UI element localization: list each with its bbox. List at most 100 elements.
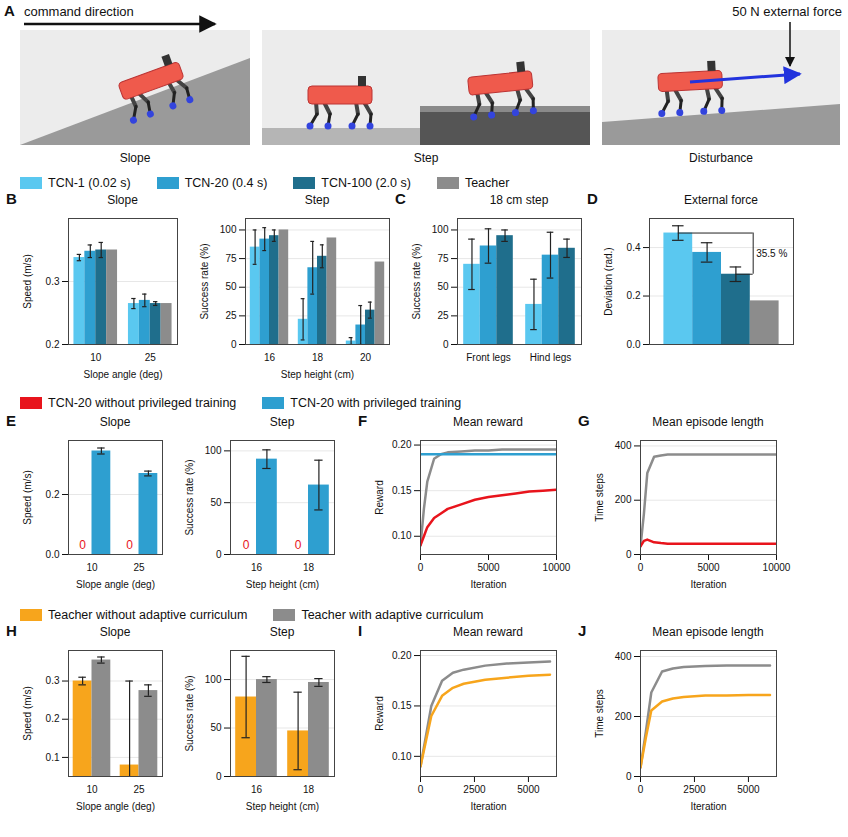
svg-text:25: 25 [437, 310, 449, 321]
svg-text:100: 100 [205, 674, 222, 685]
svg-text:0.20: 0.20 [392, 650, 412, 661]
svg-text:5000: 5000 [697, 562, 720, 573]
svg-text:0: 0 [216, 771, 222, 782]
svg-text:Iteration: Iteration [690, 579, 726, 590]
svg-text:Success rate (%): Success rate (%) [411, 243, 422, 319]
svg-text:Time steps: Time steps [594, 473, 605, 522]
svg-text:10000: 10000 [763, 562, 791, 573]
svg-text:0: 0 [295, 538, 302, 552]
svg-text:0.2: 0.2 [46, 713, 60, 724]
svg-text:0: 0 [626, 549, 632, 560]
svg-text:0.20: 0.20 [392, 439, 412, 450]
svg-text:0: 0 [243, 538, 250, 552]
svg-text:0.10: 0.10 [392, 530, 412, 541]
svg-text:25: 25 [225, 310, 237, 321]
svg-text:0: 0 [638, 562, 644, 573]
svg-text:A: A [4, 2, 15, 19]
svg-text:Slope angle (deg): Slope angle (deg) [84, 369, 163, 380]
svg-text:0.3: 0.3 [46, 675, 60, 686]
svg-text:10: 10 [90, 352, 102, 363]
svg-text:50: 50 [225, 281, 237, 292]
svg-text:Slope angle (deg): Slope angle (deg) [76, 801, 155, 812]
svg-text:Step height (cm): Step height (cm) [281, 369, 354, 380]
svg-text:75: 75 [437, 253, 449, 264]
svg-text:10000: 10000 [543, 562, 571, 573]
svg-text:0.4: 0.4 [627, 242, 641, 253]
svg-text:Success rate (%): Success rate (%) [199, 243, 210, 319]
svg-text:0.2: 0.2 [46, 489, 60, 500]
svg-text:16: 16 [251, 784, 263, 795]
html-text:TCN-1 (0.02 s): TCN-1 (0.02 s) [48, 176, 131, 190]
svg-text:0: 0 [126, 538, 133, 552]
svg-text:50: 50 [210, 497, 222, 508]
svg-text:0.10: 0.10 [392, 751, 412, 762]
svg-text:Iteration: Iteration [690, 801, 726, 812]
svg-text:100: 100 [432, 224, 449, 235]
svg-text:0.15: 0.15 [392, 485, 412, 496]
svg-text:Reward: Reward [374, 480, 385, 514]
svg-text:2500: 2500 [463, 784, 486, 795]
svg-text:200: 200 [615, 494, 632, 505]
svg-text:16: 16 [251, 562, 263, 573]
svg-text:Iteration: Iteration [470, 579, 506, 590]
svg-text:25: 25 [133, 562, 145, 573]
svg-text:5000: 5000 [737, 784, 760, 795]
svg-text:50: 50 [437, 281, 449, 292]
svg-text:400: 400 [615, 651, 632, 662]
svg-text:Slope: Slope [120, 151, 151, 165]
svg-text:Slope angle (deg): Slope angle (deg) [76, 579, 155, 590]
svg-text:18: 18 [303, 784, 315, 795]
svg-text:0.1: 0.1 [46, 752, 60, 763]
svg-text:200: 200 [615, 711, 632, 722]
svg-text:16: 16 [264, 352, 276, 363]
svg-text:0: 0 [443, 339, 449, 350]
svg-text:35.5 %: 35.5 % [756, 248, 787, 259]
svg-text:0.15: 0.15 [392, 700, 412, 711]
html-text:TCN-20 (0.4 s): TCN-20 (0.4 s) [184, 176, 268, 190]
svg-text:0.0: 0.0 [46, 549, 60, 560]
svg-text:command direction: command direction [24, 4, 134, 19]
svg-text:0.2: 0.2 [627, 290, 641, 301]
svg-text:Step: Step [414, 151, 439, 165]
svg-text:Step height (cm): Step height (cm) [246, 579, 319, 590]
svg-text:Iteration: Iteration [470, 801, 506, 812]
svg-text:0: 0 [418, 562, 424, 573]
svg-text:0.0: 0.0 [627, 339, 641, 350]
svg-text:20: 20 [360, 352, 372, 363]
svg-text:0.3: 0.3 [46, 276, 60, 287]
svg-text:Deviation (rad.): Deviation (rad.) [603, 247, 614, 315]
svg-text:0: 0 [638, 784, 644, 795]
svg-text:2500: 2500 [683, 784, 706, 795]
svg-text:Success rate (%): Success rate (%) [184, 459, 195, 535]
svg-text:0: 0 [216, 549, 222, 560]
svg-text:18: 18 [312, 352, 324, 363]
svg-text:50 N external force: 50 N external force [732, 4, 842, 19]
svg-text:25: 25 [133, 784, 145, 795]
svg-text:Hind legs: Hind legs [530, 352, 572, 363]
svg-text:Time steps: Time steps [594, 689, 605, 738]
svg-text:Success rate (%): Success rate (%) [184, 675, 195, 751]
svg-text:0: 0 [418, 784, 424, 795]
svg-text:5000: 5000 [477, 562, 500, 573]
svg-text:5000: 5000 [517, 784, 540, 795]
svg-text:100: 100 [205, 445, 222, 456]
svg-text:0: 0 [231, 339, 237, 350]
svg-text:75: 75 [225, 253, 237, 264]
svg-text:Speed (m/s): Speed (m/s) [22, 470, 33, 524]
svg-text:25: 25 [145, 352, 157, 363]
svg-text:0: 0 [626, 771, 632, 782]
svg-text:Step height (cm): Step height (cm) [246, 801, 319, 812]
svg-text:0.2: 0.2 [46, 339, 60, 350]
svg-text:18: 18 [303, 562, 315, 573]
svg-text:Speed (m/s): Speed (m/s) [22, 254, 33, 308]
svg-text:10: 10 [86, 784, 98, 795]
svg-text:0: 0 [79, 538, 86, 552]
svg-text:50: 50 [210, 722, 222, 733]
svg-text:Front legs: Front legs [466, 352, 510, 363]
svg-text:Disturbance: Disturbance [689, 151, 753, 165]
svg-text:400: 400 [615, 440, 632, 451]
svg-text:Speed (m/s): Speed (m/s) [22, 686, 33, 740]
svg-text:100: 100 [220, 224, 237, 235]
svg-text:Reward: Reward [374, 696, 385, 730]
svg-text:10: 10 [86, 562, 98, 573]
